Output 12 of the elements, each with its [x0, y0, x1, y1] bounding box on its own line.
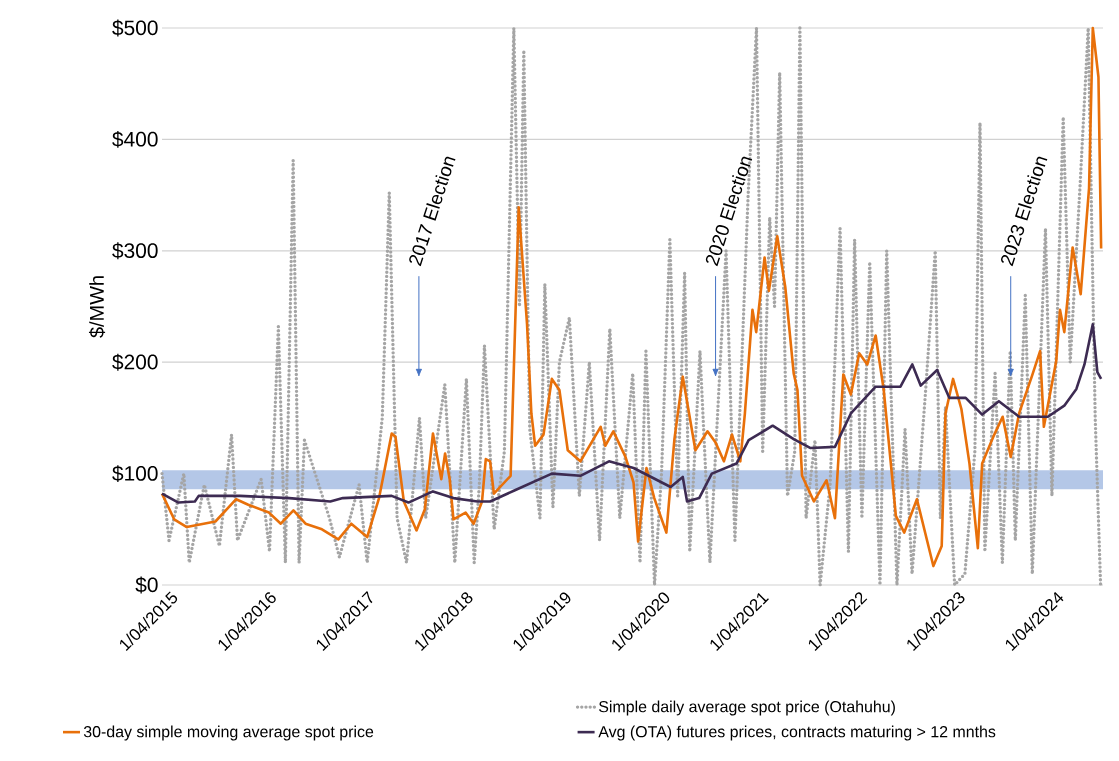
y-tick-label: $100	[112, 465, 158, 483]
legend-label: Simple daily average spot price (Otahuhu)	[599, 700, 895, 716]
annotation: 2020 Election	[705, 156, 753, 267]
legend-label: 30-day simple moving average spot price	[83, 725, 374, 741]
line-series	[160, 323, 1103, 504]
y-tick-label: $400	[112, 130, 158, 148]
y-tick-label: $300	[112, 242, 158, 260]
y-tick-label: $200	[112, 353, 158, 371]
y-tick-label: $500	[112, 19, 158, 37]
y-axis-title: $/MWh	[88, 276, 106, 338]
annotation: 2023 Election	[1001, 156, 1048, 267]
legend-label: Avg (OTA) futures prices, contracts maturing > 12 mnths	[598, 725, 996, 741]
